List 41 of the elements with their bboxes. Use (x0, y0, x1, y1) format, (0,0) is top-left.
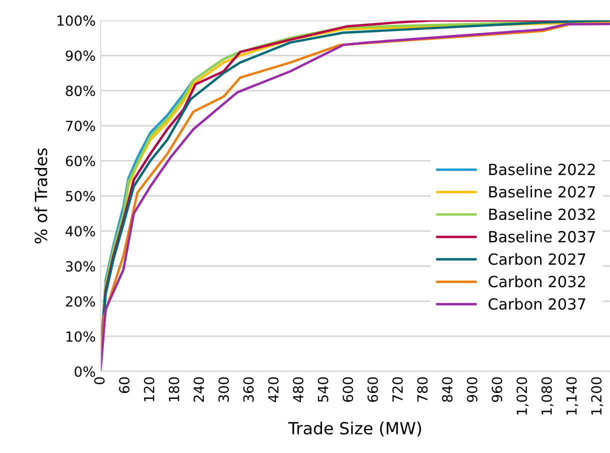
y-tick-label: 90% (66, 50, 96, 61)
y-tick-label: 100% (58, 15, 96, 26)
x-tick-label: 1,200 (591, 377, 604, 415)
x-tick-label: 480 (292, 377, 304, 402)
x-tick-label: 240 (194, 377, 204, 402)
x-tick-label: 360 (243, 377, 254, 402)
x-axis-title: Trade Size (MW) (288, 422, 422, 436)
x-tick-label: 720 (392, 377, 403, 402)
x-tick-label: 420 (268, 377, 279, 402)
x-tick-label: 600 (342, 377, 354, 402)
x-tick-label: 840 (442, 377, 453, 402)
legend-label: Baseline 2037 (489, 230, 595, 242)
x-tick-label: 1,080 (541, 377, 554, 415)
x-tick-label: 900 (466, 377, 478, 402)
y-tick-label: 10% (66, 331, 96, 342)
y-tick-label: 80% (66, 86, 96, 96)
x-tick-label: 540 (318, 377, 328, 402)
x-tick-label: 960 (492, 377, 502, 402)
y-tick-label: 30% (66, 261, 96, 272)
y-tick-label: 70% (66, 120, 96, 132)
x-tick-label: 660 (367, 377, 378, 402)
x-tick-label: 0 (94, 377, 105, 384)
x-tick-label: 780 (417, 377, 428, 402)
x-tick-label: 1,140 (566, 377, 578, 415)
x-tick-label: 1,020 (516, 377, 528, 415)
y-tick-label: 40% (66, 226, 96, 237)
legend-label: Baseline 2027 (489, 186, 595, 198)
x-tick-label: 60 (119, 377, 130, 394)
y-axis-title: % of Trades (34, 148, 48, 244)
y-tick-label: 50% (66, 190, 96, 202)
y-tick-label: 60% (66, 156, 96, 166)
legend-label: Baseline 2022 (489, 163, 595, 176)
y-tick-label: 20% (66, 296, 96, 307)
legend-label: Carbon 2037 (488, 298, 586, 310)
y-tick-label: 0% (74, 366, 96, 377)
x-tick-label: 120 (144, 377, 154, 402)
legend-label: Carbon 2032 (488, 276, 585, 288)
x-tick-label: 300 (218, 377, 229, 402)
x-tick-label: 180 (168, 377, 180, 402)
legend-label: Carbon 2027 (488, 253, 586, 265)
legend-label: Baseline 2032 (489, 208, 595, 220)
